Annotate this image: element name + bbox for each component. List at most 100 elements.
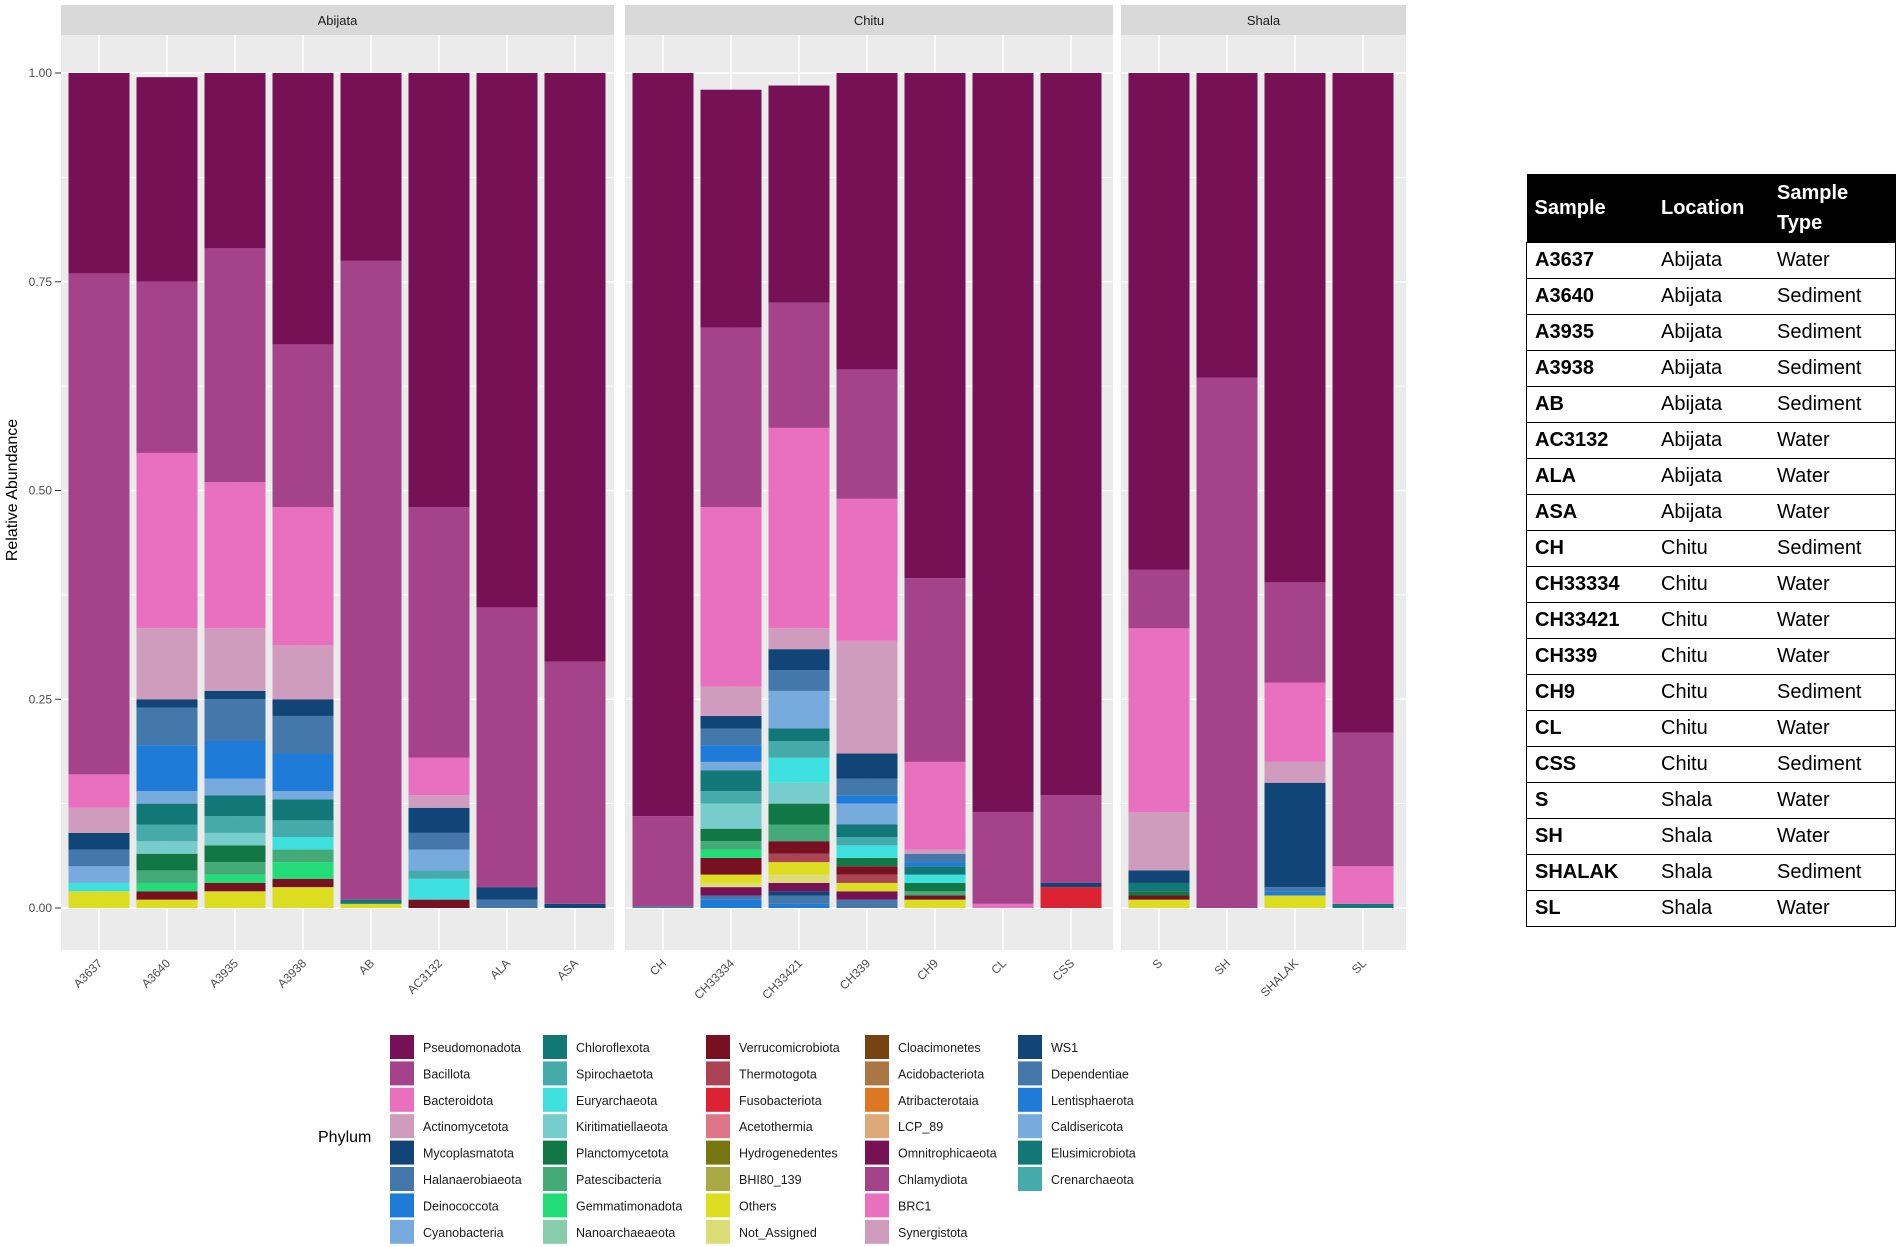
bar-segment (136, 745, 198, 792)
bar-segment (408, 795, 470, 808)
sample-type-cell: Water (1769, 242, 1896, 279)
bar-segment (204, 816, 266, 833)
legend-swatch (865, 1219, 889, 1244)
legend-label: Deinococcota (423, 1199, 499, 1213)
bar-segment (68, 832, 130, 850)
legend-label: Chloroflexota (576, 1041, 650, 1055)
bar-segment (1264, 891, 1326, 896)
legend-label: Actinomycetota (423, 1120, 509, 1134)
bar-segment (700, 327, 762, 508)
bar-segment (700, 882, 762, 888)
bar-segment (1040, 887, 1102, 908)
bar-segment (768, 895, 830, 904)
x-tick-label: ASA (554, 956, 581, 983)
bar-segment (544, 903, 606, 908)
bar-segment (904, 862, 966, 867)
bar-segment (1128, 569, 1190, 629)
bar-segment (272, 791, 334, 800)
location-cell: Shala (1653, 782, 1769, 819)
bar-segment (768, 670, 830, 691)
bar-segment (1128, 899, 1190, 908)
bar-segment (476, 887, 538, 900)
location-cell: Abijata (1653, 278, 1769, 315)
legend-label: Caldisericota (1051, 1120, 1123, 1134)
bar-segment (68, 882, 130, 892)
table-row: CL Chitu Water (1526, 710, 1896, 747)
table-row: SH Shala Water (1526, 818, 1896, 855)
bar-segment (204, 699, 266, 741)
legend-swatch (1018, 1140, 1042, 1165)
location-cell: Chitu (1653, 530, 1769, 567)
bar-segment (768, 841, 830, 854)
legend-label: Others (739, 1199, 777, 1213)
legend-title: Phylum (318, 1129, 371, 1146)
bar-segment (204, 862, 266, 875)
sample-type-cell: Sediment (1769, 746, 1896, 783)
location-cell: Chitu (1653, 746, 1769, 783)
legend-label: Synergistota (898, 1226, 968, 1240)
sample-cell: CH339 (1526, 638, 1653, 675)
legend-label: Pseudomonadota (423, 1041, 521, 1055)
facet-label: Shala (1247, 13, 1281, 28)
facet-label: Abijata (318, 13, 359, 28)
legend-swatch (865, 1193, 889, 1218)
bar-segment (768, 628, 830, 650)
sample-table-header-row: Sample Location Sample Type (1526, 174, 1896, 243)
location-cell: Abijata (1653, 458, 1769, 495)
bar-segment (700, 89, 762, 328)
bar-segment (68, 273, 130, 775)
bar-segment (1128, 882, 1190, 892)
legend-label: Dependentiae (1051, 1067, 1129, 1081)
x-tick-label: CH (647, 956, 669, 978)
bar-segment (136, 281, 198, 453)
bar-segment (700, 728, 762, 746)
bar-segment (204, 778, 266, 796)
location-cell: Abijata (1653, 242, 1769, 279)
location-cell: Shala (1653, 854, 1769, 891)
legend-swatch (543, 1219, 567, 1244)
bar-segment (408, 807, 470, 833)
sample-cell: A3637 (1526, 242, 1653, 279)
legend-swatch (706, 1035, 730, 1059)
bar-segment (768, 757, 830, 783)
y-tick-label: 1.00 (29, 66, 53, 80)
bar-segment (904, 891, 966, 896)
bar-segment (1264, 895, 1326, 908)
bar-segment (1332, 732, 1394, 867)
y-tick-label: 0.50 (29, 484, 53, 498)
bar-segment (272, 699, 334, 716)
bar-segment (136, 824, 198, 842)
legend-label: Verrucomicrobiota (739, 1041, 840, 1055)
bar-segment (136, 853, 198, 871)
sample-type-cell: Sediment (1769, 854, 1896, 891)
legend-swatch (390, 1087, 414, 1112)
bar-segment (1264, 761, 1326, 783)
bar-segment (408, 73, 470, 508)
sample-type-cell: Water (1769, 422, 1896, 459)
sample-type-cell: Water (1769, 638, 1896, 675)
table-row: AB Abijata Sediment (1526, 386, 1896, 423)
bar-segment (272, 73, 334, 345)
y-axis-label: Relative Abundance (4, 419, 21, 561)
legend-swatch (865, 1140, 889, 1165)
bar-segment (272, 849, 334, 863)
sample-cell: SHALAK (1526, 854, 1653, 891)
bar-segment (700, 770, 762, 792)
sample-type-cell: Water (1769, 710, 1896, 747)
table-row: S Shala Water (1526, 782, 1896, 819)
sample-cell: ASA (1526, 494, 1653, 531)
bar-segment (700, 841, 762, 850)
bar-segment (700, 887, 762, 896)
bar-segment (836, 899, 898, 908)
bar-segment (204, 874, 266, 883)
bar-segment (136, 899, 198, 908)
bar-segment (1128, 895, 1190, 900)
facet-label: Chitu (854, 13, 884, 28)
location-cell: Abijata (1653, 494, 1769, 531)
bar-segment (700, 745, 762, 762)
bar-segment (768, 690, 830, 729)
legend-swatch (865, 1087, 889, 1112)
x-tick-label: CH339 (837, 956, 874, 993)
legend-swatch (1018, 1035, 1042, 1059)
table-row: CH Chitu Sediment (1526, 530, 1896, 567)
